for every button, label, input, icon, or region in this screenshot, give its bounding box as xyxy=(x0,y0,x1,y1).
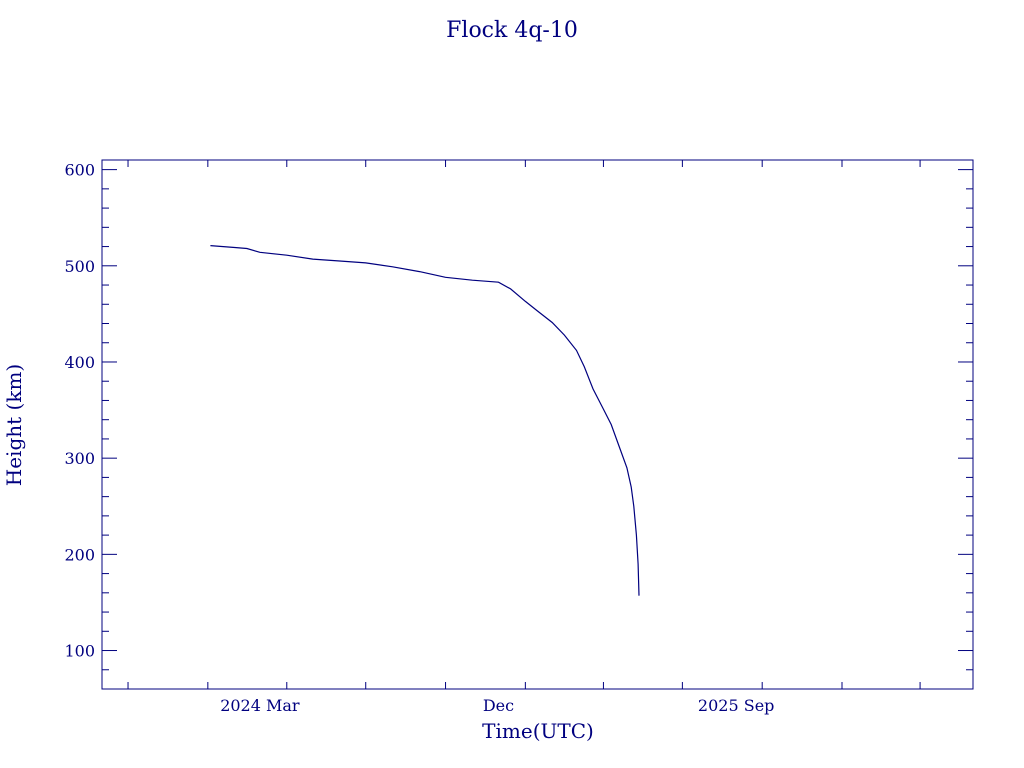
plot-frame xyxy=(101,159,974,690)
y-tick-label: 200 xyxy=(64,545,95,564)
y-axis-ticks: 100 200 300 400 500 600 xyxy=(64,161,973,671)
x-axis-label: Time(UTC) xyxy=(482,719,594,743)
y-tick-label: 500 xyxy=(64,257,95,276)
y-axis-label: Height (km) xyxy=(2,364,26,486)
x-axis-ticks: 2024 Mar Dec 2025 Sep xyxy=(127,160,921,715)
x-tick-label: 2024 Mar xyxy=(220,696,300,715)
x-tick-label: 2025 Sep xyxy=(698,696,774,715)
y-tick-label: 600 xyxy=(64,161,95,180)
y-tick-label: 300 xyxy=(64,449,95,468)
y-tick-label: 400 xyxy=(64,353,95,372)
y-tick-label: 100 xyxy=(64,642,95,661)
chart-title: Flock 4q-10 xyxy=(446,18,578,43)
series-line xyxy=(210,245,640,596)
x-tick-label: Dec xyxy=(483,696,514,715)
